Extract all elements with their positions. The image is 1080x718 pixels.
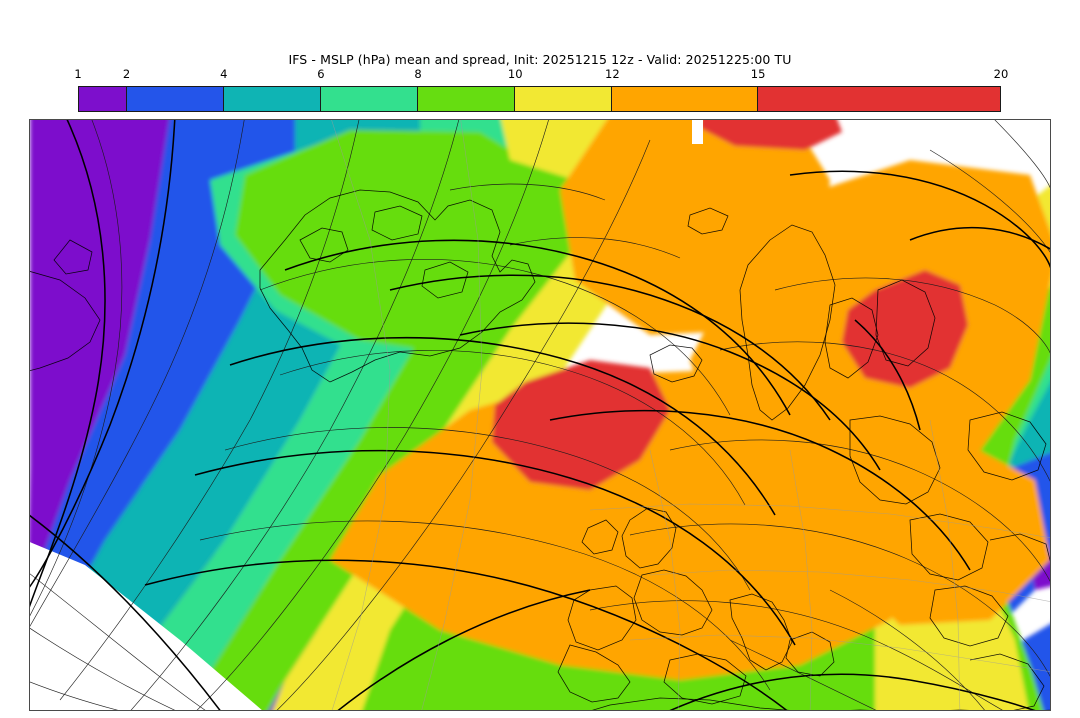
- map-data-gap-notch: [692, 120, 703, 144]
- colorbar-segment-12-15: [612, 87, 758, 111]
- colorbar-tick-10: 10: [507, 67, 523, 81]
- spread-fill-layer: [30, 120, 1050, 710]
- colorbar-segment-15-20: [757, 87, 1001, 111]
- colorbar-tick-labels: 1 2 4 6 8 10 12 15 20: [74, 67, 1008, 83]
- map-svg: [30, 120, 1050, 710]
- colorbar-tick-4: 4: [220, 67, 228, 81]
- colorbar-segment-6-8: [321, 87, 419, 111]
- band-15-20-north-edge: [700, 120, 842, 150]
- graticule-layer: [331, 120, 1050, 710]
- colorbar-segment-1-2: [79, 87, 128, 111]
- colorbar-segment-10-12: [515, 87, 613, 111]
- isobar-thick-layer: [30, 120, 1050, 710]
- colorbar-gradient: [78, 86, 1001, 112]
- band-15-20-iceland-max: [842, 270, 968, 388]
- colorbar-tick-1: 1: [74, 67, 82, 81]
- isobar-thin-layer: [30, 120, 1050, 710]
- colorbar-tick-12: 12: [605, 67, 620, 81]
- colorbar-segment-4-6: [224, 87, 322, 111]
- colorbar-segment-8-10: [418, 87, 516, 111]
- colorbar: 1 2 4 6 8 10 12 15 20: [74, 67, 1008, 112]
- map-plot-area[interactable]: from grib files provided by ECMWF ©2025 …: [29, 119, 1051, 711]
- coastline-layer: [30, 189, 1050, 710]
- colorbar-tick-2: 2: [122, 67, 131, 81]
- colorbar-tick-6: 6: [317, 67, 325, 81]
- band-12-15-southeast-lobe: [830, 440, 1050, 625]
- band-15-20-atlantic-max: [492, 360, 670, 490]
- colorbar-tick-20: 20: [993, 67, 1009, 81]
- colorbar-tick-15: 15: [750, 67, 766, 81]
- no-data-region: [30, 542, 262, 710]
- band-12-15-north: [560, 120, 830, 335]
- colorbar-tick-8: 8: [414, 67, 422, 81]
- page-title: IFS - MSLP (hPa) mean and spread, Init: …: [288, 52, 792, 67]
- colorbar-segment-2-4: [127, 87, 225, 111]
